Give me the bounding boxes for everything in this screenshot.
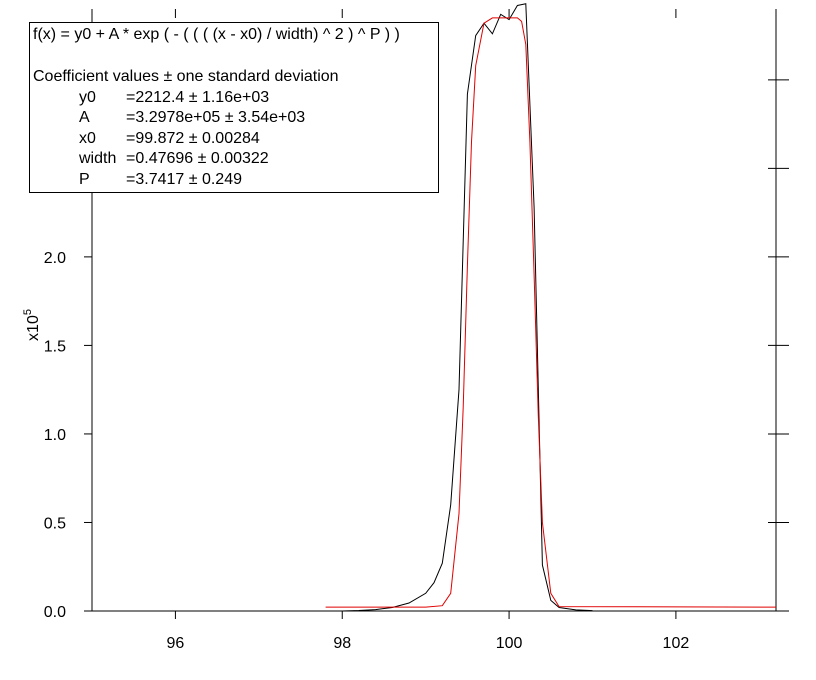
y-multiplier-label: x105 (22, 309, 42, 341)
fit-formula: f(x) = y0 + A * exp ( - ( ( ( (x - x0) /… (33, 26, 400, 43)
x-tick-label: 102 (663, 635, 690, 652)
coefficient-name: width (79, 150, 117, 167)
x-tick-label: 96 (167, 635, 185, 652)
coefficient-name: y0 (79, 89, 96, 106)
coefficient-value: =3.2978e+05 ± 3.54e+03 (126, 109, 306, 126)
x-tick-label: 100 (496, 635, 523, 652)
coefficient-value: =0.47696 ± 0.00322 (126, 150, 269, 167)
coefficient-header: Coefficient values ± one standard deviat… (33, 68, 339, 85)
y-tick-label: 2.0 (44, 250, 66, 267)
coefficient-name: P (79, 171, 90, 188)
y-multiplier-exponent: 5 (22, 309, 34, 315)
coefficient-name: A (79, 109, 90, 126)
coefficient-value: =3.7417 ± 0.249 (126, 171, 242, 188)
coefficient-name: x0 (79, 130, 96, 147)
fit-legend-box: f(x) = y0 + A * exp ( - ( ( ( (x - x0) /… (29, 22, 439, 193)
data-series-line (342, 3, 593, 612)
x-axis: 96 98 100 102 (167, 9, 690, 652)
coefficient-value: =2212.4 ± 1.16e+03 (126, 89, 270, 106)
y-tick-label: 0.0 (44, 604, 66, 621)
y-multiplier-base: x10 (25, 315, 42, 341)
series-layer (325, 3, 777, 612)
y-tick-label: 1.0 (44, 427, 66, 444)
y-tick-label: 1.5 (44, 338, 66, 355)
fit-series-line (325, 17, 777, 608)
coefficient-value: =99.872 ± 0.00284 (126, 130, 260, 147)
x-tick-label: 98 (333, 635, 351, 652)
y-tick-label: 0.5 (44, 515, 66, 532)
